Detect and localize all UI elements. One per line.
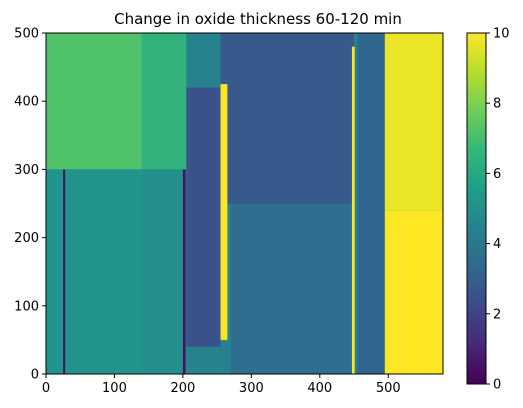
heatmap-region-upper-right-block bbox=[220, 33, 355, 204]
colorbar-tick-label: 10 bbox=[493, 27, 510, 42]
heatmap-region-dark-line-1 bbox=[182, 169, 186, 374]
colorbar-tick-label: 4 bbox=[493, 237, 501, 252]
y-tick-label: 0 bbox=[31, 368, 39, 383]
heatmap-region-middle-lower bbox=[141, 169, 187, 374]
colorbar-tick-label: 0 bbox=[493, 378, 501, 393]
chart-title: Change in oxide thickness 60-120 min bbox=[114, 10, 402, 28]
heatmap-region-dark-band bbox=[186, 87, 221, 347]
x-tick-label: 100 bbox=[102, 381, 127, 396]
y-tick-label: 200 bbox=[14, 231, 39, 246]
colorbar-axis: 0 2 4 6 8 10 bbox=[486, 27, 510, 393]
heatmap-area bbox=[46, 33, 443, 374]
heatmap-region-yellow-stripe-1 bbox=[220, 84, 228, 340]
heatmap-region-left-lower bbox=[46, 169, 142, 374]
heatmap-region-far-right-upper bbox=[384, 33, 443, 211]
x-axis: 0 100 200 300 400 500 bbox=[42, 374, 401, 396]
heatmap-region-middle-upper bbox=[141, 33, 187, 170]
y-tick-label: 400 bbox=[14, 95, 39, 110]
heatmap-region-yellow-stripe-2 bbox=[351, 46, 355, 374]
heatmap-region-left-upper bbox=[46, 33, 142, 170]
heatmap-region-far-right-lower bbox=[384, 210, 443, 374]
x-tick-label: 400 bbox=[307, 381, 332, 396]
y-tick-label: 500 bbox=[14, 27, 39, 42]
heatmap-region-lower-right-block bbox=[230, 203, 355, 374]
heatmap-region-dark-line-2 bbox=[63, 169, 66, 374]
colorbar-tick-label: 2 bbox=[493, 307, 501, 322]
heatmap-region-right-panel bbox=[357, 33, 385, 374]
x-tick-label: 0 bbox=[42, 381, 50, 396]
colorbar-tick-label: 8 bbox=[493, 97, 501, 112]
y-tick-label: 300 bbox=[14, 163, 39, 178]
x-tick-label: 200 bbox=[170, 381, 195, 396]
y-axis: 0 100 200 300 400 500 bbox=[14, 27, 46, 383]
colorbar bbox=[466, 32, 487, 385]
x-tick-label: 500 bbox=[376, 381, 401, 396]
plot-frame bbox=[45, 32, 444, 375]
colorbar-tick-label: 6 bbox=[493, 167, 501, 182]
x-tick-label: 300 bbox=[239, 381, 264, 396]
y-tick-label: 100 bbox=[14, 299, 39, 314]
